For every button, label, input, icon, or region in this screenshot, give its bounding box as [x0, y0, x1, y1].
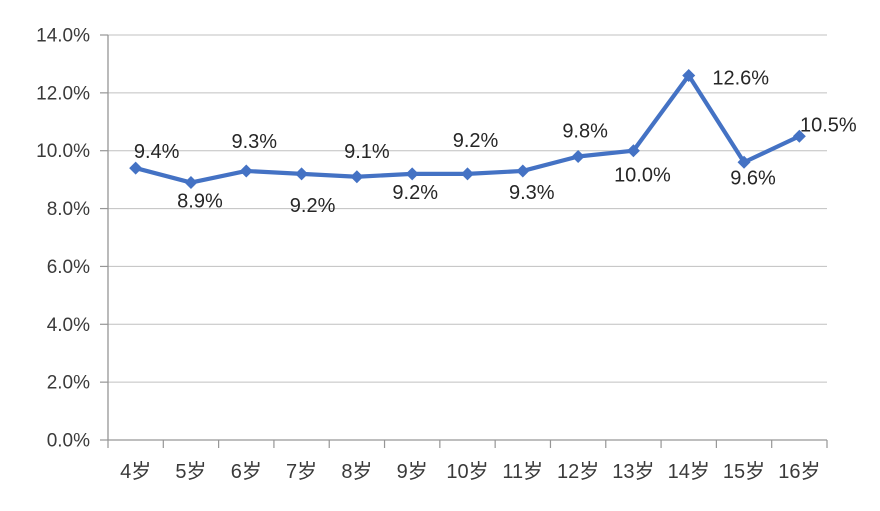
data-point-marker: [461, 167, 474, 181]
x-axis-category-label: 5岁: [175, 460, 206, 483]
data-point-marker: [239, 164, 253, 178]
data-point-marker: [350, 170, 364, 184]
data-label: 9.8%: [562, 121, 608, 143]
data-point-marker: [571, 150, 585, 163]
data-point-marker: [792, 129, 806, 143]
x-axis-category-label: 4岁: [120, 460, 151, 483]
data-label: 9.2%: [453, 130, 499, 152]
data-label: 9.3%: [509, 182, 555, 204]
data-point-marker: [129, 161, 143, 175]
data-label: 9.6%: [730, 167, 776, 189]
data-point-marker: [405, 167, 419, 181]
x-axis-category-label: 7岁: [286, 460, 317, 483]
x-axis-category-label: 15岁: [723, 460, 765, 483]
data-label: 10.5%: [800, 114, 857, 136]
x-axis-category-label: 9岁: [397, 460, 428, 483]
data-label: 9.4%: [134, 141, 180, 163]
x-axis-category-label: 10岁: [446, 460, 488, 483]
x-axis-category-label: 12岁: [557, 460, 599, 483]
data-label: 12.6%: [712, 68, 769, 90]
y-axis-tick-label: 0.0%: [47, 431, 90, 452]
data-label: 9.3%: [231, 131, 277, 153]
data-label: 9.1%: [344, 141, 390, 163]
data-label: 9.2%: [392, 182, 438, 204]
data-point-marker: [184, 176, 198, 190]
x-axis-category-label: 14岁: [668, 460, 710, 483]
x-axis-category-label: 16岁: [778, 460, 820, 483]
x-axis-category-label: 13岁: [612, 460, 654, 483]
data-point-marker: [737, 155, 751, 169]
y-axis-tick-label: 8.0%: [47, 199, 90, 220]
y-axis-tick-label: 6.0%: [47, 257, 90, 278]
data-label: 9.2%: [290, 195, 336, 217]
data-point-marker: [682, 69, 696, 82]
y-axis-tick-label: 4.0%: [47, 315, 90, 336]
y-axis-tick-label: 2.0%: [47, 373, 90, 394]
y-axis-tick-label: 14.0%: [36, 26, 90, 47]
x-axis-category-label: 6岁: [231, 460, 262, 483]
data-point-marker: [295, 167, 309, 181]
data-point-marker: [516, 164, 530, 178]
y-axis-tick-label: 10.0%: [36, 141, 90, 162]
data-label: 8.9%: [177, 191, 223, 213]
x-axis-category-label: 11岁: [502, 460, 543, 483]
x-axis-category-label: 8岁: [341, 460, 372, 483]
y-axis-tick-label: 12.0%: [36, 83, 90, 104]
data-label: 10.0%: [614, 165, 671, 187]
data-point-marker: [626, 144, 640, 158]
